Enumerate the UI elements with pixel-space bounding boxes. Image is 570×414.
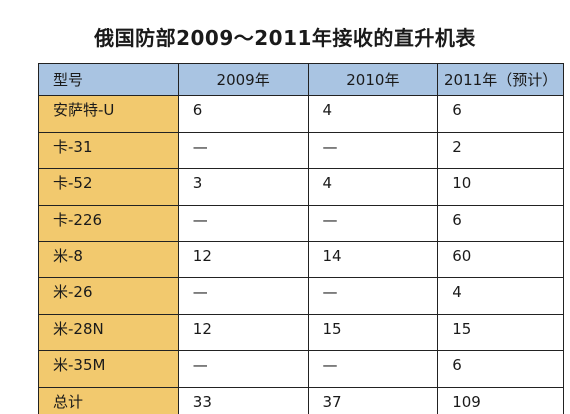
value-2009-cell: 3 (177, 168, 309, 206)
value-2010-cell: 15 (307, 313, 439, 352)
header-2011: 2011年（预计） (437, 62, 564, 97)
table-row: 卡-31 — — 2 (38, 131, 564, 170)
value-2010-cell: — (307, 131, 439, 170)
total-2011-cell: 109 (437, 386, 564, 414)
table-row: 米-8 12 14 60 (38, 240, 564, 279)
value-2009-cell: 6 (177, 95, 309, 133)
value-2009-cell: — (177, 204, 309, 242)
model-cell: 安萨特-U (38, 95, 179, 133)
value-2010-cell: 14 (307, 240, 439, 279)
table-header-row: 型号 2009年 2010年 2011年（预计） (38, 62, 564, 97)
value-2009-cell: — (177, 131, 309, 170)
value-2011-cell: 2 (437, 131, 564, 170)
value-2010-cell: 4 (307, 95, 439, 133)
value-2010-cell: — (307, 350, 439, 388)
helicopter-table: 型号 2009年 2010年 2011年（预计） 安萨特-U 6 4 6 卡-3… (38, 62, 564, 414)
value-2009-cell: 12 (177, 313, 309, 352)
total-label-cell: 总计 (38, 386, 179, 414)
value-2010-cell: 4 (307, 168, 439, 206)
value-2011-cell: 10 (437, 168, 564, 206)
model-cell: 米-35M (38, 350, 179, 388)
value-2010-cell: — (307, 277, 439, 315)
value-2011-cell: 6 (437, 204, 564, 242)
model-cell: 卡-226 (38, 204, 179, 242)
table-row: 米-35M — — 6 (38, 350, 564, 388)
header-model: 型号 (38, 62, 179, 97)
value-2009-cell: 12 (177, 240, 309, 279)
model-cell: 卡-52 (38, 168, 179, 206)
value-2011-cell: 15 (437, 313, 564, 352)
table-title: 俄国防部2009～2011年接收的直升机表 (94, 26, 476, 50)
table-row: 米-28N 12 15 15 (38, 313, 564, 352)
value-2009-cell: — (177, 277, 309, 315)
model-cell: 米-8 (38, 240, 179, 279)
table-row: 安萨特-U 6 4 6 (38, 95, 564, 133)
table-total-row: 总计 33 37 109 (38, 386, 564, 414)
total-2009-cell: 33 (177, 386, 309, 414)
value-2011-cell: 6 (437, 95, 564, 133)
header-2009: 2009年 (177, 62, 309, 97)
value-2009-cell: — (177, 350, 309, 388)
table-row: 卡-52 3 4 10 (38, 168, 564, 206)
header-2010: 2010年 (307, 62, 439, 97)
total-2010-cell: 37 (307, 386, 439, 414)
model-cell: 卡-31 (38, 131, 179, 170)
model-cell: 米-26 (38, 277, 179, 315)
value-2011-cell: 4 (437, 277, 564, 315)
table-row: 卡-226 — — 6 (38, 204, 564, 242)
value-2010-cell: — (307, 204, 439, 242)
value-2011-cell: 6 (437, 350, 564, 388)
model-cell: 米-28N (38, 313, 179, 352)
value-2011-cell: 60 (437, 240, 564, 279)
table-row: 米-26 — — 4 (38, 277, 564, 315)
